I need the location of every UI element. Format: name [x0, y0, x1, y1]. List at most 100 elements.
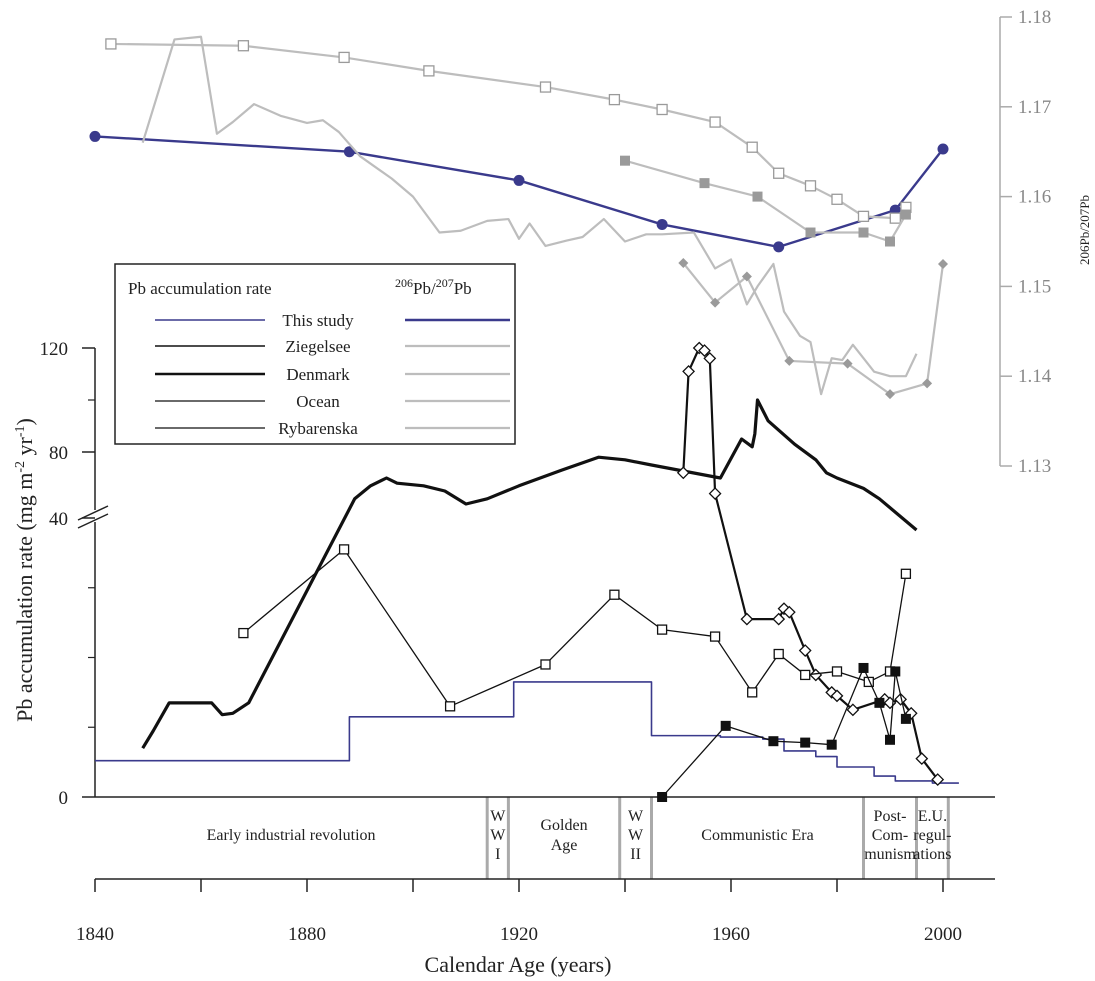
x-tick-label: 1920 [500, 924, 538, 945]
era-label: W [628, 808, 644, 825]
right-tick-label: 1.14 [1018, 366, 1052, 387]
era-label: ations [913, 846, 951, 863]
ratio-point [423, 65, 435, 77]
acc-point [698, 344, 711, 358]
x-tick-label: 2000 [924, 924, 962, 945]
acc-point [831, 666, 843, 677]
ratio-point [513, 174, 525, 186]
acc-line-ocean [242, 548, 907, 707]
acc-point [703, 351, 717, 365]
acc-point [863, 676, 874, 688]
ratio-point [805, 227, 816, 238]
ratio-line-this-study [94, 135, 944, 249]
acc-point [772, 612, 786, 626]
right-tick-label: 1.16 [1018, 187, 1051, 208]
acc-point [826, 739, 837, 750]
ratio-point [656, 218, 668, 230]
ratio-point [237, 40, 250, 52]
acc-point [747, 687, 758, 698]
era-label: W [490, 808, 506, 825]
acc-point [676, 466, 690, 480]
acc-point [885, 734, 895, 745]
x-tick-label: 1960 [712, 924, 750, 945]
right-tick-label: 1.17 [1018, 97, 1051, 118]
y-tick-label: 40 [49, 509, 68, 530]
era-label: W [628, 827, 644, 844]
era-label: Com- [872, 827, 908, 844]
legend-title-accumulation: Pb accumulation rate [128, 279, 272, 298]
acc-point [708, 487, 722, 501]
acc-point [846, 703, 860, 717]
ratio-point [885, 389, 895, 400]
acc-point [858, 662, 869, 673]
ratio-point [746, 141, 758, 153]
axes: 0 40 80 120 1840 1880 1920 1960 2000 1.13 1.14 1.15… [40, 7, 1052, 945]
x-tick-label: 1880 [288, 924, 326, 945]
acc-point [900, 713, 911, 724]
y-axis-title: Pb accumulation rate (mg m-2 yr-1) [12, 418, 37, 722]
era-band: Early industrial revolutionWWIGoldenAgeW… [207, 797, 952, 879]
ratio-point [338, 51, 350, 64]
ratio-point [922, 378, 933, 389]
acc-line-denmark [682, 346, 939, 781]
right-tick-label: 1.13 [1018, 456, 1051, 477]
acc-point [900, 568, 912, 579]
ratio-point [656, 103, 668, 116]
acc-point [609, 589, 620, 600]
era-label: E.U. [918, 808, 947, 825]
ratio-point [938, 258, 948, 269]
ratio-point [804, 180, 817, 192]
acc-point [682, 364, 696, 378]
era-label: regul- [913, 827, 951, 844]
legend-title-ratio: 206Pb/207Pb [395, 276, 472, 298]
ratio-point [831, 193, 843, 205]
ratio-point [741, 271, 752, 282]
ratio-point [678, 258, 689, 269]
ratio-point [710, 297, 721, 308]
acc-line-rybarenska [661, 667, 907, 798]
acc-point [800, 737, 811, 748]
acc-point [931, 773, 945, 786]
era-label: Golden [540, 817, 587, 834]
right-axis-title: 206Pb/207Pb [1077, 195, 1092, 265]
era-label: W [490, 827, 506, 844]
legend: Pb accumulation rate 206Pb/207Pb This stud… [114, 263, 516, 445]
ratio-point [900, 209, 911, 220]
acc-point [540, 659, 551, 670]
acc-point [740, 612, 754, 626]
ratio-point [699, 178, 710, 189]
ratio-point [857, 210, 870, 223]
era-label: Communistic Era [701, 827, 813, 844]
acc-point [890, 666, 901, 677]
acc-point [874, 697, 885, 708]
ratio-point [89, 130, 101, 142]
acc-point [338, 544, 350, 555]
acc-point [720, 720, 731, 731]
legend-label: Rybarenska [278, 419, 358, 438]
era-label: II [630, 846, 641, 863]
ratio-point [343, 146, 355, 158]
axis-break-mark [77, 505, 109, 529]
ratio-point [858, 227, 869, 238]
ratio-line-ziegelsee [141, 35, 918, 396]
acc-line-ziegelsee [141, 398, 918, 750]
acc-point [709, 631, 721, 642]
ratio-point [608, 93, 621, 106]
legend-label: Denmark [286, 365, 350, 384]
acc-point [768, 736, 779, 747]
era-label: Post- [874, 808, 907, 825]
ratio-point [885, 236, 895, 247]
acc-point [782, 605, 796, 619]
legend-label: This study [282, 311, 354, 330]
legend-box [114, 263, 516, 445]
ratio-point [784, 355, 795, 366]
acc-point [656, 624, 668, 635]
era-label: I [495, 846, 500, 863]
legend-label: Ocean [296, 392, 340, 411]
ratio-point [105, 38, 117, 50]
era-label: Age [551, 837, 578, 854]
ratio-line-denmark [682, 262, 945, 396]
ratio-point [773, 167, 785, 179]
era-label: Early industrial revolution [207, 827, 376, 844]
right-tick-label: 1.15 [1018, 276, 1051, 297]
